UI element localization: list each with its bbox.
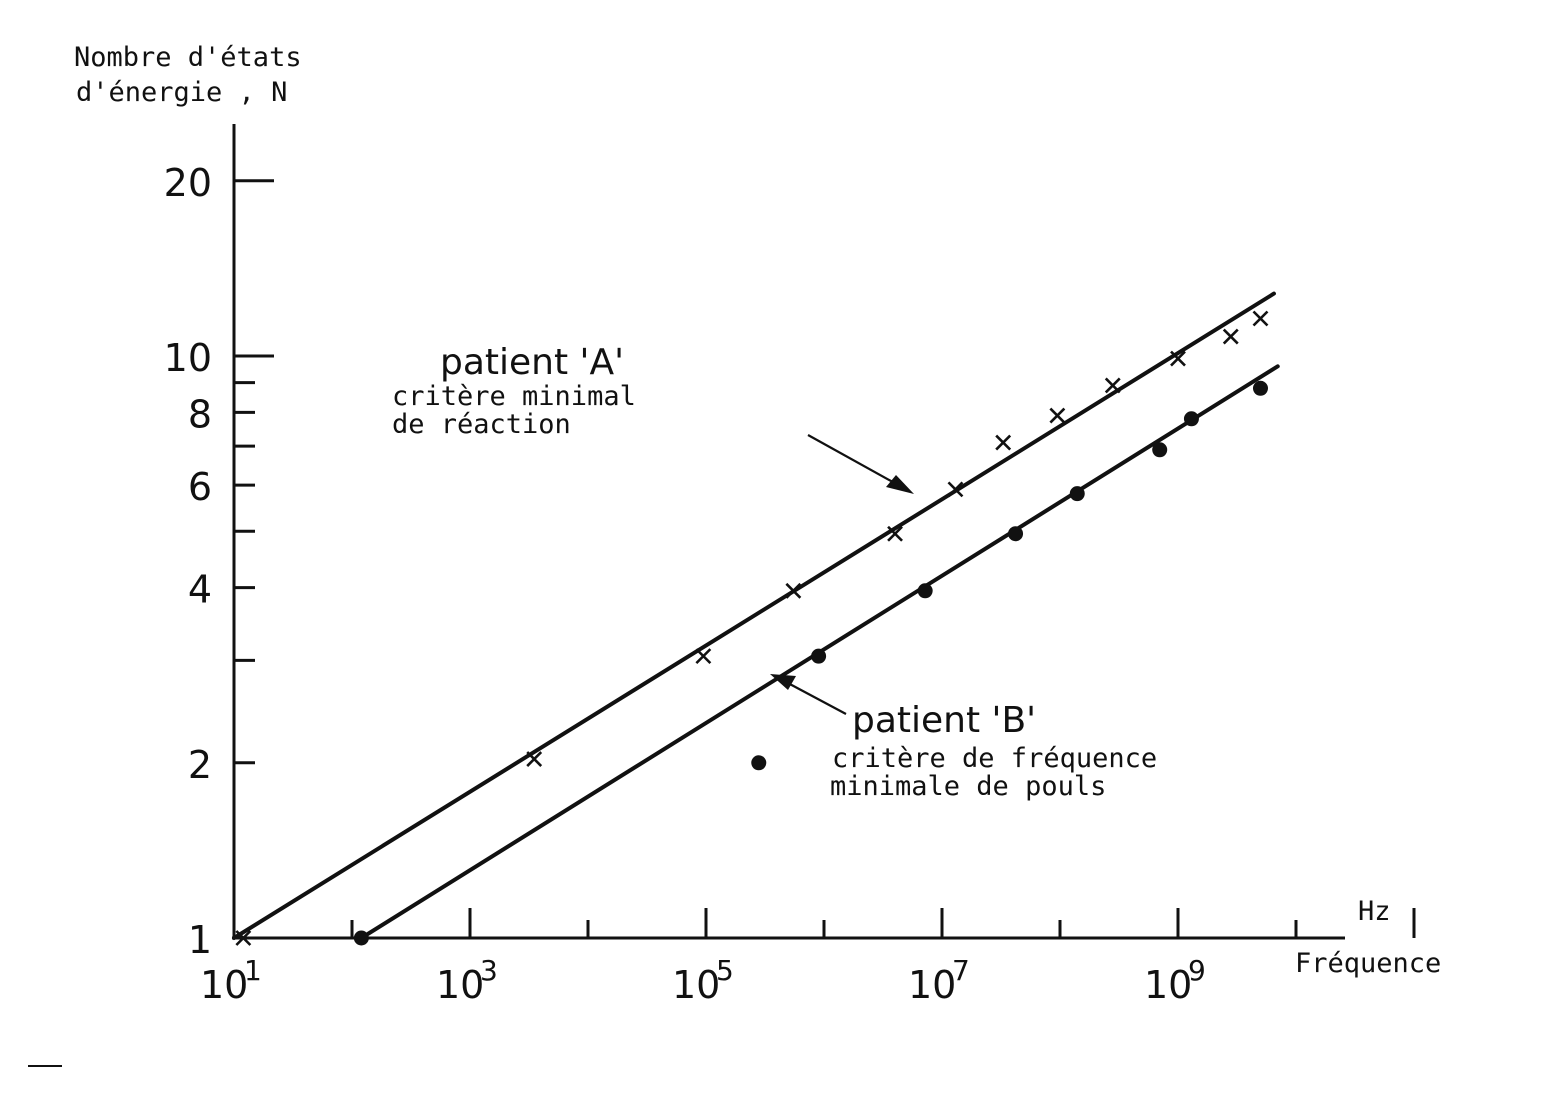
series-b-caption-line2: minimale de pouls xyxy=(830,771,1106,802)
x-tick-label: 107 xyxy=(908,954,970,1007)
point-series-a-cross xyxy=(695,648,712,665)
y-tick-label: 20 xyxy=(164,161,212,205)
point-series-b-dot xyxy=(751,755,767,771)
x-axis-label: Fréquence xyxy=(1295,948,1441,979)
series-b-name: patient 'B' xyxy=(852,700,1036,741)
point-series-a-cross xyxy=(1252,310,1269,327)
x-tick-label-base: 10 xyxy=(908,963,956,1007)
series-b-annotation: patient 'B' critère de fréquence minimal… xyxy=(770,674,1157,802)
fit-lines xyxy=(232,291,1280,940)
data-points xyxy=(235,310,1269,946)
x-tick-label-base: 10 xyxy=(672,963,720,1007)
x-tick-label-base: 10 xyxy=(436,963,484,1007)
point-series-b-dot xyxy=(811,648,827,664)
point-series-a-cross xyxy=(526,751,543,767)
point-series-b-dot xyxy=(353,930,369,946)
y-tick-label: 6 xyxy=(188,465,212,509)
point-series-a-cross xyxy=(887,525,903,542)
point-series-a-cross xyxy=(947,481,964,498)
x-axis-unit: Hz xyxy=(1358,896,1391,927)
point-series-a-cross xyxy=(1049,407,1066,424)
x-tick-label-exponent: 9 xyxy=(1188,954,1206,987)
y-tick-label: 1 xyxy=(188,918,212,962)
series-a-annotation: patient 'A' critère minimal de réaction xyxy=(392,342,914,494)
x-tick-label-exponent: 1 xyxy=(244,954,262,987)
point-series-b-dot xyxy=(1008,526,1024,542)
point-series-b-dot xyxy=(1252,380,1268,396)
y-axis-label-line2: d'énergie , N xyxy=(76,77,287,108)
point-series-b-dot xyxy=(1152,442,1168,458)
x-tick-label-exponent: 7 xyxy=(952,954,970,987)
point-series-a-cross xyxy=(995,434,1012,451)
series-a-caption-line1: critère minimal xyxy=(392,381,636,412)
series-a-caption-line2: de réaction xyxy=(392,409,571,440)
y-tick-labels: 1 2 4 6 8 10 20 xyxy=(164,161,212,962)
y-axis-label-line1: Nombre d'états xyxy=(74,42,302,73)
y-tick-label: 8 xyxy=(188,392,212,436)
y-tick-label: 2 xyxy=(188,743,212,787)
x-tick-label-exponent: 5 xyxy=(716,954,734,987)
point-series-b-dot xyxy=(1183,411,1199,427)
point-series-a-cross xyxy=(1104,377,1121,394)
series-b-arrow xyxy=(785,681,847,715)
x-tick-label: 109 xyxy=(1144,954,1206,1007)
x-tick-label-base: 10 xyxy=(1144,963,1192,1007)
x-tick-label: 103 xyxy=(436,954,498,1007)
x-tick-label-base: 10 xyxy=(200,963,248,1007)
x-tick-label-exponent: 3 xyxy=(480,954,498,987)
series-a-arrowhead xyxy=(886,475,914,494)
series-b-caption-line1: critère de fréquence xyxy=(832,743,1157,774)
y-ticks xyxy=(234,179,274,940)
series-a-arrow xyxy=(807,434,901,487)
point-series-a-cross xyxy=(235,930,252,946)
point-series-b-dot xyxy=(1069,486,1085,502)
fit-line-series-a xyxy=(232,291,1276,940)
series-b-arrowhead xyxy=(770,674,796,690)
series-a-name: patient 'A' xyxy=(440,342,624,383)
x-tick-labels: 101 103 105 107 109 xyxy=(200,954,1206,1007)
y-tick-label: 10 xyxy=(164,336,212,380)
point-series-b-dot xyxy=(917,583,933,599)
y-tick-label: 4 xyxy=(188,568,212,612)
x-tick-label: 101 xyxy=(200,954,262,1007)
x-ticks xyxy=(350,908,1416,938)
point-series-a-cross xyxy=(1222,328,1239,345)
point-series-a-cross xyxy=(1170,350,1186,367)
point-series-a-cross xyxy=(785,582,802,599)
x-tick-label: 105 xyxy=(672,954,734,1007)
